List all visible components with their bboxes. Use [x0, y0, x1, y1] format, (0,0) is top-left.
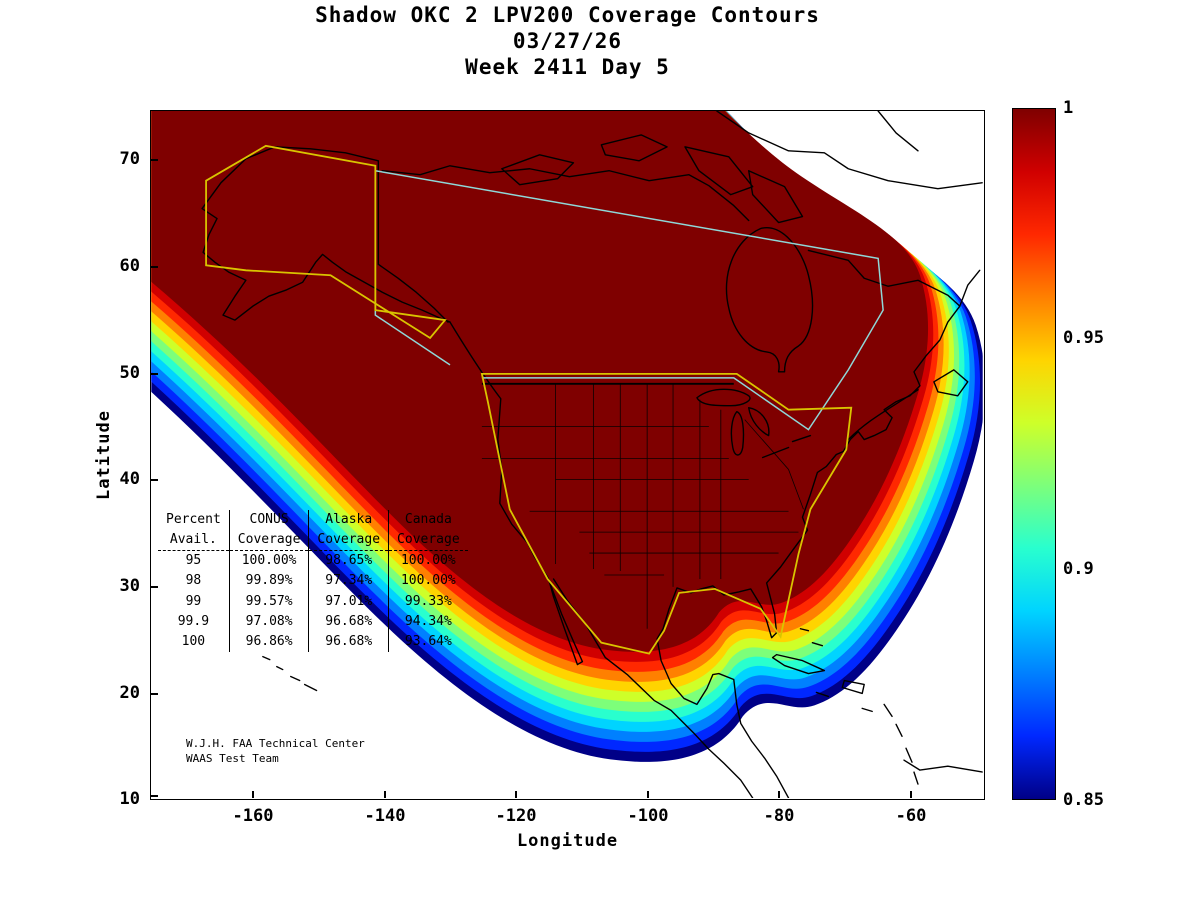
table-cell: 100 [158, 631, 230, 652]
y-tickmark [151, 373, 158, 375]
table-cell: 96.68% [308, 611, 390, 632]
contour-bands [151, 111, 983, 762]
y-tickmark [151, 266, 158, 268]
x-tick-label: -100 [627, 806, 669, 826]
coastline-hawaii [262, 655, 318, 692]
table-row: 100 96.86% 96.68% 93.64% [158, 631, 468, 652]
coastline-newfoundland [933, 369, 969, 397]
y-tick-label: 30 [119, 576, 140, 596]
table-row: 95 100.00% 98.65% 100.00% [158, 550, 468, 572]
table-row: 99.9 97.08% 96.68% 94.34% [158, 611, 468, 632]
faa-annotation-line-1: W.J.H. FAA Technical Center [186, 737, 365, 750]
table-cell: 96.86% [229, 631, 310, 652]
y-tickmark [151, 795, 158, 797]
coastline-alaska [201, 146, 451, 323]
colorbar-tick-label: 1 [1063, 98, 1074, 118]
coastlines [201, 111, 983, 798]
table-cell: 97.01% [308, 591, 390, 612]
table-cell: 96.68% [308, 631, 390, 652]
table-header-cell: Avail. [158, 530, 230, 552]
figure-title-block: Shadow OKC 2 LPV200 Coverage Contours 03… [150, 2, 985, 80]
y-tickmark [151, 159, 158, 161]
table-cell: 99.57% [229, 591, 310, 612]
x-tickmark [778, 791, 780, 798]
coastline-great-lakes [696, 388, 919, 459]
table-cell: 98 [158, 571, 230, 592]
x-tickmark [252, 791, 254, 798]
colorbar-tick-label: 0.95 [1063, 328, 1104, 348]
table-header-cell: Percent [158, 510, 230, 531]
faa-annotation-line-2: WAAS Test Team [186, 752, 279, 766]
coastline-arctic [381, 165, 961, 307]
x-tick-label: -120 [495, 806, 537, 826]
y-tick-label: 10 [119, 789, 140, 809]
x-tick-label: -160 [232, 806, 274, 826]
table-header-cell: Coverage [308, 530, 390, 552]
coastline-caribbean [771, 628, 983, 785]
table-header-cell: Coverage [229, 530, 310, 552]
x-tick-label: -140 [364, 806, 406, 826]
colorbar [1012, 108, 1056, 800]
table-cell: 99 [158, 591, 230, 612]
coastline-greenland [716, 111, 983, 190]
y-axis-label: Latitude [94, 410, 114, 500]
table-header-cell: CONUS [229, 510, 310, 531]
figure-title-week: Week 2411 Day 5 [465, 55, 670, 79]
x-tickmark [647, 791, 649, 798]
availability-table: Percent CONUS Alaska Canada Avail. Cover… [158, 510, 468, 652]
conus-alaska-boundaries [205, 144, 853, 655]
table-header-cell: Coverage [388, 530, 468, 552]
x-tickmark [910, 791, 912, 798]
colorbar-gradient [1013, 109, 1055, 799]
table-cell: 93.64% [404, 633, 452, 649]
colorbar-tick-label: 0.85 [1063, 790, 1104, 810]
table-row: 99 99.57% 97.01% 99.33% [158, 591, 468, 612]
table-cell: 95 [158, 550, 230, 572]
table-cell: 94.34% [404, 613, 452, 629]
coverage-map-svg [151, 111, 983, 798]
x-tick-label: -60 [895, 806, 927, 826]
y-tick-label: 40 [119, 469, 140, 489]
y-tick-label: 70 [119, 149, 140, 169]
x-tickmark [515, 791, 517, 798]
y-tick-label: 20 [119, 683, 140, 703]
table-header-row-2: Avail. Coverage Coverage Coverage [158, 530, 468, 552]
state-border-lines [481, 383, 804, 629]
x-axis-label: Longitude [516, 831, 619, 851]
table-cell: 99.89% [229, 571, 310, 592]
colorbar-tick-label: 0.9 [1063, 559, 1094, 579]
y-tick-label: 60 [119, 256, 140, 276]
x-tick-label: -80 [763, 806, 795, 826]
table-row: 98 99.89% 97.34% 100.00% [158, 571, 468, 592]
state-borders [481, 383, 804, 629]
table-cell: 99.33% [404, 593, 452, 609]
table-header-row-1: Percent CONUS Alaska Canada [158, 510, 468, 531]
figure-title-date: 03/27/26 [512, 29, 623, 53]
table-cell: 97.34% [308, 571, 390, 592]
table-cell: 100.00% [400, 573, 456, 589]
table-cell: 98.65% [308, 550, 390, 572]
faa-annotation: W.J.H. FAA Technical Center WAAS Test Te… [186, 736, 365, 767]
table-cell: 100.00% [400, 553, 456, 569]
y-tick-label: 50 [119, 363, 140, 383]
alaska-boundary-line [205, 144, 447, 340]
x-tickmark [384, 791, 386, 798]
y-tickmark [151, 586, 158, 588]
table-cell: 100.00% [229, 550, 310, 572]
table-header-cell: Canada [404, 512, 452, 527]
y-tickmark [151, 693, 158, 695]
table-cell: 99.9 [158, 611, 230, 632]
coastline-arctic-islands [501, 134, 804, 224]
coastline-hudson-bay [725, 226, 814, 373]
figure-title: Shadow OKC 2 LPV200 Coverage Contours [315, 3, 820, 27]
table-header-cell: Alaska [308, 510, 390, 531]
conus-boundary-line [480, 372, 853, 655]
table-cell: 97.08% [229, 611, 310, 632]
plot-area [150, 110, 985, 800]
y-tickmark [151, 479, 158, 481]
